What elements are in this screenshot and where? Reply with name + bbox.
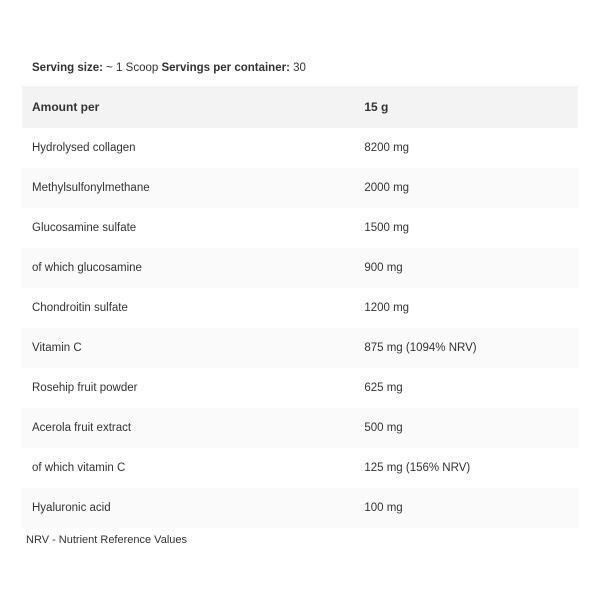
- nutrient-value: 1500 mg: [364, 222, 568, 234]
- serving-info: Serving size: ~ 1 Scoop Servings per con…: [22, 50, 578, 86]
- nutrient-value: 500 mg: [364, 422, 568, 434]
- serving-size-value: ~ 1 Scoop: [103, 62, 162, 74]
- header-portion: 15 g: [364, 100, 568, 114]
- table-row: Acerola fruit extract500 mg: [22, 408, 578, 448]
- nutrient-value: 8200 mg: [364, 142, 568, 154]
- nutrient-value: 2000 mg: [364, 182, 568, 194]
- nutrition-table: Serving size: ~ 1 Scoop Servings per con…: [0, 0, 600, 546]
- servings-per-label: Servings per container:: [161, 62, 289, 74]
- nutrient-name: Methylsulfonylmethane: [32, 182, 364, 194]
- table-row: of which glucosamine900 mg: [22, 248, 578, 288]
- nutrient-value: 875 mg (1094% NRV): [364, 342, 568, 354]
- nutrient-value: 900 mg: [364, 262, 568, 274]
- nutrient-value: 1200 mg: [364, 302, 568, 314]
- nutrient-name: Vitamin C: [32, 342, 364, 354]
- nutrient-name: Rosehip fruit powder: [32, 382, 364, 394]
- table-row: Vitamin C875 mg (1094% NRV): [22, 328, 578, 368]
- servings-per-value: 30: [290, 62, 306, 74]
- nutrient-name: Acerola fruit extract: [32, 422, 364, 434]
- nutrient-name: Hyaluronic acid: [32, 502, 364, 514]
- nutrient-name: of which glucosamine: [32, 262, 364, 274]
- header-amount-per: Amount per: [32, 100, 364, 114]
- nutrient-value: 125 mg (156% NRV): [364, 462, 568, 474]
- table-row: Chondroitin sulfate1200 mg: [22, 288, 578, 328]
- table-row: Methylsulfonylmethane2000 mg: [22, 168, 578, 208]
- table-header: Amount per 15 g: [22, 86, 578, 128]
- serving-size-label: Serving size:: [32, 62, 103, 74]
- table-body: Hydrolysed collagen8200 mgMethylsulfonyl…: [22, 128, 578, 528]
- table-row: of which vitamin C125 mg (156% NRV): [22, 448, 578, 488]
- nutrient-name: Glucosamine sulfate: [32, 222, 364, 234]
- table-row: Hydrolysed collagen8200 mg: [22, 128, 578, 168]
- nutrient-name: Chondroitin sulfate: [32, 302, 364, 314]
- table-row: Glucosamine sulfate1500 mg: [22, 208, 578, 248]
- footnote: NRV - Nutrient Reference Values: [22, 528, 578, 546]
- nutrient-value: 625 mg: [364, 382, 568, 394]
- table-row: Rosehip fruit powder625 mg: [22, 368, 578, 408]
- nutrient-name: of which vitamin C: [32, 462, 364, 474]
- table-row: Hyaluronic acid100 mg: [22, 488, 578, 528]
- nutrient-name: Hydrolysed collagen: [32, 142, 364, 154]
- nutrient-value: 100 mg: [364, 502, 568, 514]
